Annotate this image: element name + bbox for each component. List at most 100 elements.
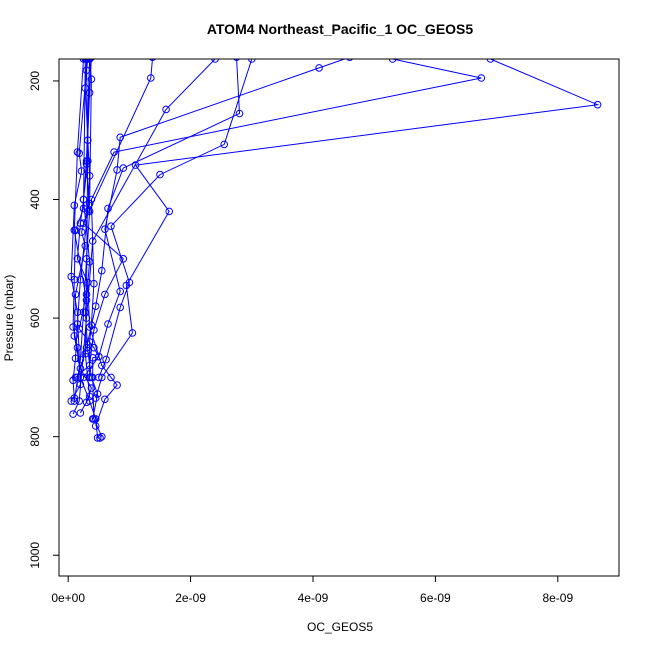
data-point (88, 373, 97, 382)
data-point (104, 320, 112, 328)
data-point (76, 380, 85, 389)
data-point (73, 308, 82, 317)
x-tick-label: 2e-09 (175, 591, 206, 605)
x-tick-label: 6e-09 (420, 591, 451, 605)
data-point (101, 225, 109, 233)
y-tick-label: 200 (28, 71, 42, 91)
data-point (88, 237, 97, 245)
series-line (98, 59, 253, 378)
series-line (70, 59, 89, 402)
data-point (76, 364, 85, 373)
data-point (84, 136, 92, 144)
series-16 (75, 59, 106, 441)
series-line (78, 59, 103, 437)
data-point (71, 226, 80, 235)
data-point (87, 384, 96, 392)
data-point (93, 390, 102, 398)
data-point (82, 157, 91, 165)
data-point (346, 59, 354, 61)
data-point (85, 323, 94, 331)
data-point (147, 74, 155, 82)
data-point (119, 254, 128, 263)
data-point (220, 140, 228, 149)
data-point (90, 343, 98, 352)
data-point (98, 266, 106, 275)
data-point (101, 395, 109, 404)
data-point (122, 281, 131, 290)
data-point (165, 207, 173, 216)
data-point (69, 376, 77, 385)
y-axis-label: Pressure (mbar) (2, 275, 16, 362)
data-point (315, 64, 323, 72)
data-point (70, 394, 79, 402)
data-point (96, 434, 104, 442)
data-point (102, 355, 110, 364)
data-point (593, 100, 602, 109)
x-tick-label: 8e-09 (542, 591, 573, 605)
data-point (88, 59, 95, 61)
data-point (73, 343, 82, 352)
x-axis: 0e+00 2e-09 4e-09 6e-09 8e-09 (51, 575, 573, 605)
series-line (83, 59, 347, 378)
data-point (73, 254, 82, 263)
series-line (82, 59, 99, 419)
data-point (107, 222, 115, 230)
plot-marks (67, 59, 602, 442)
data-point (116, 133, 124, 142)
data-point (84, 346, 92, 355)
chart-title: ATOM4 Northeast_Pacific_1 OC_GEOS5 (207, 21, 474, 37)
data-point (90, 415, 98, 423)
data-point (110, 148, 118, 156)
series-line (95, 59, 600, 399)
x-tick-label: 4e-09 (298, 591, 329, 605)
data-point (70, 201, 79, 210)
x-tick-label: 0e+00 (51, 591, 85, 605)
data-point (76, 409, 85, 417)
data-point (87, 75, 96, 83)
data-point (87, 321, 96, 330)
y-tick-label: 800 (28, 426, 42, 446)
data-point (85, 338, 94, 346)
series-7 (91, 59, 602, 402)
data-point (73, 148, 82, 156)
data-point (101, 290, 109, 299)
data-point (84, 278, 92, 287)
y-tick-label: 1000 (28, 542, 42, 569)
data-point (70, 275, 79, 284)
x-axis-label: OC_GEOS5 (307, 620, 373, 634)
data-point (82, 290, 91, 299)
data-point (69, 410, 77, 418)
series-line (72, 59, 91, 399)
data-point (156, 170, 164, 179)
data-point (233, 59, 240, 61)
y-tick-label: 600 (28, 308, 42, 328)
data-point (149, 59, 156, 61)
data-point (85, 89, 94, 97)
data-point (98, 432, 106, 441)
data-point (477, 74, 486, 82)
data-point (77, 167, 86, 175)
data-point (76, 373, 85, 382)
data-point (81, 242, 90, 250)
data-point (71, 290, 80, 299)
data-point (128, 329, 137, 337)
data-point (98, 373, 106, 382)
data-point (116, 303, 124, 312)
data-point (113, 381, 121, 389)
data-point (131, 161, 140, 169)
data-point (76, 275, 85, 284)
data-point (75, 325, 83, 333)
y-axis: 200 400 600 800 1000 (28, 71, 60, 569)
data-point (76, 355, 85, 364)
data-point (235, 109, 244, 118)
y-tick-label: 400 (28, 189, 42, 209)
data-point (93, 434, 102, 442)
data-point (107, 373, 115, 382)
data-point (95, 352, 103, 361)
data-point (75, 149, 83, 158)
data-point (116, 287, 124, 296)
data-point (85, 199, 94, 208)
data-point (162, 105, 170, 114)
